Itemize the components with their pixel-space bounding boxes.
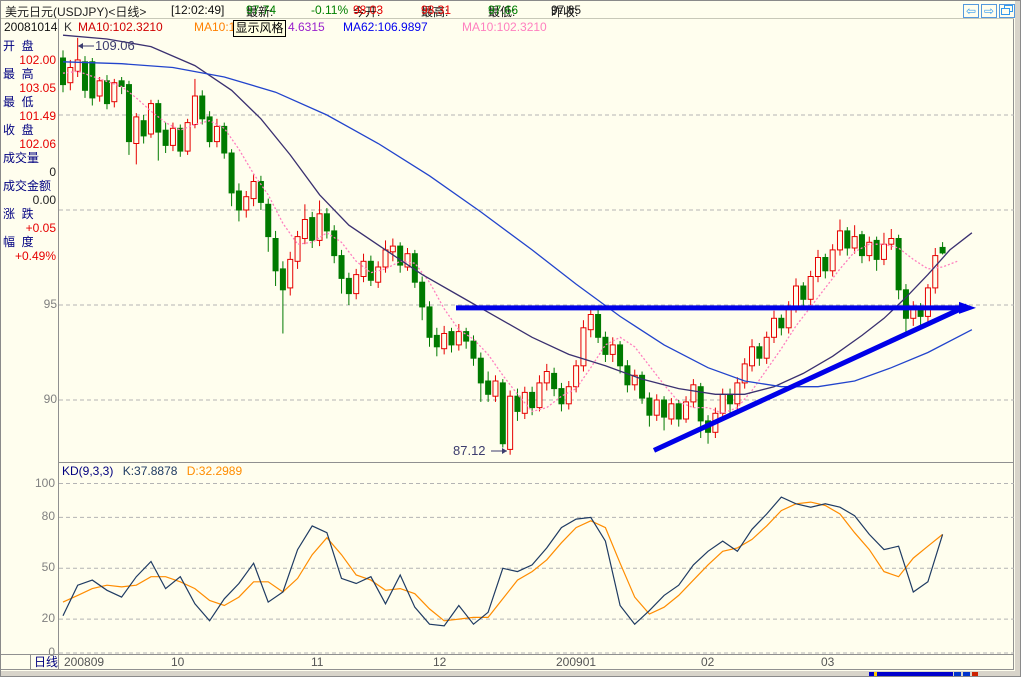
k-line	[62, 496, 944, 627]
quote-field-value: 98.03	[353, 3, 384, 17]
quote-field-value: -0.11%	[311, 3, 349, 17]
kd-axis-label: 50	[41, 560, 55, 575]
sidebar-field-label: 涨 跌	[3, 207, 34, 221]
annotation-arrows	[78, 43, 507, 454]
sidebar-field-row: 最 高 103.05	[1, 67, 58, 95]
sidebar-field-label: 收 盘	[3, 123, 34, 137]
kd-k-value: K:37.8878	[122, 464, 178, 478]
price-axis-label: 95	[43, 297, 57, 311]
k-period-label: K	[64, 20, 73, 34]
sidebar-field-value: +0.05	[25, 221, 56, 235]
ma-value-fragment: MA10:102.3210	[462, 20, 547, 34]
window-frame-right	[1015, 1, 1020, 676]
quote-field-value: 97.74	[246, 3, 277, 17]
taskbar-fragment-yellow-tick	[874, 672, 877, 676]
sidebar-field-value: 102.00	[19, 53, 56, 67]
kd-axis-label: 20	[41, 611, 55, 626]
taskbar-fragment-square-1	[954, 672, 961, 676]
cascade-windows-icon	[1001, 5, 1013, 15]
cascade-windows-button[interactable]	[999, 4, 1015, 18]
sidebar-field-label: 最 低	[3, 95, 34, 109]
quote-time: [12:02:49]	[171, 3, 225, 17]
price-axis-label: 90	[43, 392, 57, 406]
sidebar-field-label: 成交金额	[3, 179, 52, 193]
quote-field-label: 最高:	[421, 5, 449, 19]
sidebar-field-row: 最 低 101.49	[1, 95, 58, 123]
kd-axis-label: 100	[34, 475, 55, 490]
kd-indicator-header: KD(9,3,3) K:37.8878 D:32.2989	[62, 464, 248, 478]
kd-params-label: KD(9,3,3)	[62, 464, 114, 478]
quote-field-label: 最低:	[488, 5, 516, 19]
sidebar-field-value: 0.00	[32, 193, 56, 207]
candlesticks	[60, 37, 946, 455]
time-axis-tick: 03	[821, 655, 835, 669]
sidebar-field-label: 开 盘	[3, 39, 34, 53]
panel-borders	[1, 18, 1014, 670]
moving-average-lines	[62, 34, 973, 414]
sidebar-field-value: 101.49	[19, 109, 56, 123]
kd-d-value: D:32.2989	[186, 464, 243, 478]
sidebar-field-row: 收 盘 102.06	[1, 123, 58, 151]
time-axis-tick: 200809	[64, 655, 105, 669]
sidebar-field-row: 幅 度 +0.49%	[1, 235, 58, 263]
sidebar-field-label: 成交量	[3, 151, 40, 165]
sidebar-field-row: 成交金额 0.00	[1, 179, 58, 207]
sidebar-field-value: 102.06	[19, 137, 56, 151]
price-annotation-label: 87.12	[453, 443, 486, 458]
time-axis-tick: 200901	[556, 655, 597, 669]
quote-field-value: 97.85	[551, 3, 582, 17]
style-tooltip: 显示风格	[233, 20, 286, 37]
quote-field-value: 97.66	[488, 3, 519, 17]
kd-axis-label: 80	[41, 509, 55, 524]
price-annotation-label: 109.06	[95, 38, 135, 53]
prev-chart-button[interactable]: ⇦	[963, 4, 979, 18]
sidebar-field-value: 103.05	[19, 81, 56, 95]
axis-cell-divider	[30, 655, 31, 670]
sidebar-field-value: +0.49%	[14, 249, 56, 263]
kd-axis-label: 0	[48, 645, 55, 659]
info-bar: 美元日元(USDJPY)<日线> [12:02:49] 最新: 97.74 -0.1…	[1, 3, 1014, 19]
window-bottom-strip	[1, 671, 1015, 676]
axis-cell-divider	[58, 655, 59, 670]
quote-field-label: 最新:	[246, 5, 274, 19]
ma-value-fragment: MA62:106.9897	[343, 20, 428, 34]
next-chart-button[interactable]: ⇨	[981, 4, 997, 18]
taskbar-fragment-blue	[869, 672, 953, 676]
instrument-title: 美元日元(USDJPY)<日线>	[5, 5, 147, 19]
price-gridlines	[59, 114, 1014, 401]
kd-lines	[62, 496, 944, 627]
ma-value-fragment: MA10:102.3210	[78, 20, 163, 34]
taskbar-fragment-square-3	[972, 672, 978, 676]
time-axis-tick: 10	[171, 655, 185, 669]
ma-line-ma62	[62, 61, 973, 388]
ma-line-ma30	[62, 34, 973, 395]
sidebar-field-label: 幅 度	[3, 235, 34, 249]
time-axis-tick: 02	[701, 655, 715, 669]
sidebar-field-label: 最 高	[3, 67, 34, 81]
time-axis-tick: 11	[311, 655, 324, 669]
trendlines	[456, 301, 976, 453]
time-axis: 日线 200809 10 11 12 200901 02 03	[1, 654, 1014, 670]
ma-bar: 20081014 K MA10:102.3210MA10:102.3214.63…	[1, 20, 1014, 37]
time-axis-tick: 12	[433, 655, 447, 669]
sidebar-field-value: 0	[49, 165, 56, 179]
quote-field-label: 今开:	[353, 5, 381, 19]
sidebar-field-row: 开 盘 102.00	[1, 39, 58, 67]
sidebar-field-row: 涨 跌 +0.05	[1, 207, 58, 235]
trendline-rising-support[interactable]	[652, 303, 969, 453]
period-label: 日线	[34, 655, 59, 669]
ma-value-fragment: 4.6315	[288, 20, 325, 34]
quote-field-value: 98.31	[421, 3, 452, 17]
taskbar-fragment-square-2	[963, 672, 970, 676]
quote-field-label: 昨收:	[551, 5, 579, 19]
selected-date: 20081014	[4, 20, 58, 34]
sidebar-field-row: 成交量 0	[1, 151, 58, 179]
